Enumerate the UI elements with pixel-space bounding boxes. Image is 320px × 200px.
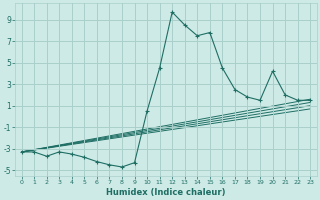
X-axis label: Humidex (Indice chaleur): Humidex (Indice chaleur) — [106, 188, 226, 197]
